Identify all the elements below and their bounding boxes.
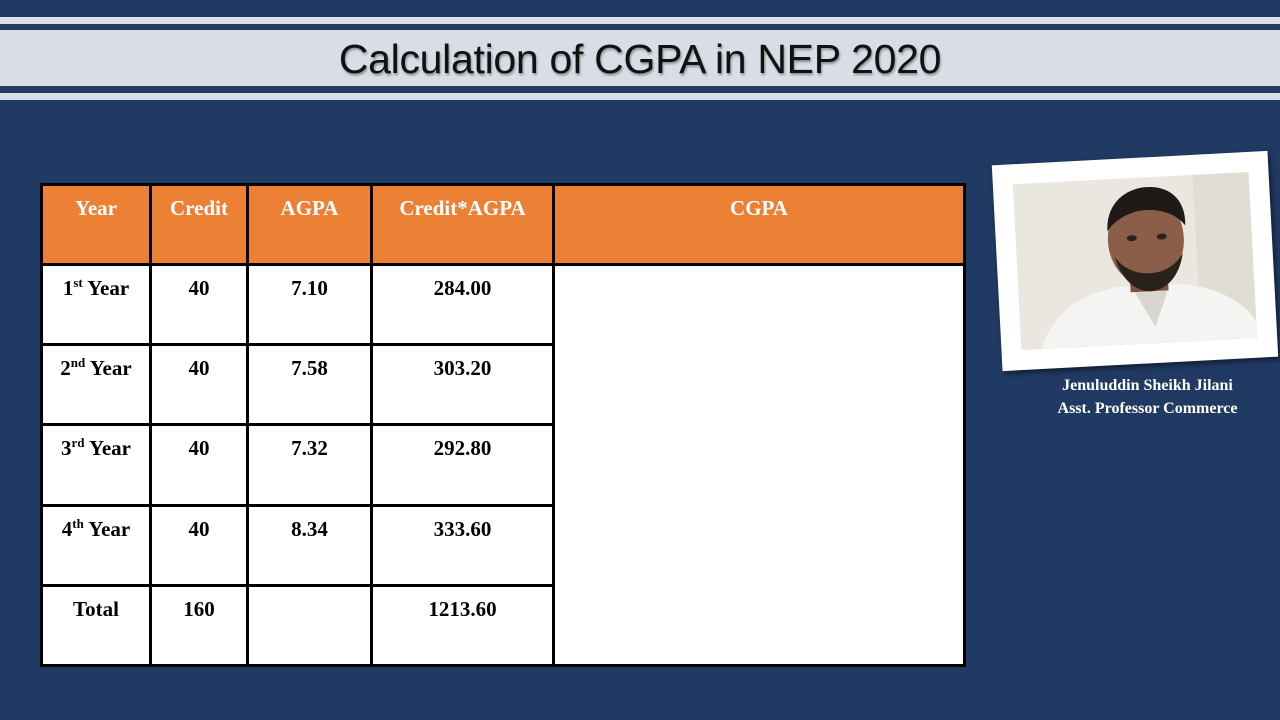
table-row: 3rd Year 40 7.32 292.80 — [40, 423, 965, 507]
title-banner: Calculation of CGPA in NEP 2020 — [0, 30, 1280, 86]
header-credit-agpa: Credit*AGPA — [370, 183, 555, 266]
header-credit: Credit — [149, 183, 249, 266]
year-cell: 2nd Year — [40, 343, 152, 427]
year-cell: 4th Year — [40, 503, 152, 587]
credit-cell: 40 — [149, 343, 249, 427]
year-cell: 1st Year — [40, 262, 152, 347]
product-cell: 333.60 — [370, 503, 555, 587]
header-agpa: AGPA — [246, 183, 373, 266]
product-cell: 303.20 — [370, 343, 555, 427]
total-credit-cell: 160 — [149, 583, 249, 668]
total-product-cell: 1213.60 — [370, 583, 555, 668]
presenter-photo-frame — [991, 150, 1279, 372]
product-cell: 284.00 — [370, 262, 555, 347]
header-bottom-stripe — [0, 93, 1280, 100]
table-row: 4th Year 40 8.34 333.60 — [40, 503, 965, 587]
agpa-cell: 7.58 — [246, 343, 373, 427]
credit-cell: 40 — [149, 503, 249, 587]
product-cell: 292.80 — [370, 423, 555, 507]
total-agpa-cell — [246, 583, 373, 668]
total-row: Total 160 1213.60 — [40, 583, 965, 668]
presenter-title: Asst. Professor Commerce — [1057, 400, 1238, 417]
table-row: 1st Year 40 7.10 284.00 — [40, 262, 966, 667]
agpa-cell: 7.32 — [246, 423, 373, 507]
year-cell: 3rd Year — [40, 423, 152, 507]
presenter-figure — [1012, 171, 1258, 351]
cgpa-result-cell — [552, 263, 966, 667]
table-header-row: Year Credit AGPA Credit*AGPA CGPA — [40, 183, 966, 266]
credit-cell: 40 — [149, 423, 249, 507]
header-cgpa: CGPA — [552, 183, 966, 266]
agpa-cell: 7.10 — [246, 262, 373, 347]
agpa-cell: 8.34 — [246, 503, 373, 587]
header-top-stripe — [0, 17, 1280, 24]
cgpa-table: Year Credit AGPA Credit*AGPA CGPA 1st Ye… — [40, 183, 966, 668]
header-year: Year — [40, 183, 152, 266]
presenter-video — [1012, 171, 1258, 351]
presenter-name: Jenuluddin Sheikh Jilani — [1062, 377, 1233, 394]
table-row: 2nd Year 40 7.58 303.20 — [40, 343, 965, 427]
total-label-cell: Total — [40, 583, 152, 668]
credit-cell: 40 — [149, 262, 249, 347]
slide-title: Calculation of CGPA in NEP 2020 — [338, 35, 942, 82]
